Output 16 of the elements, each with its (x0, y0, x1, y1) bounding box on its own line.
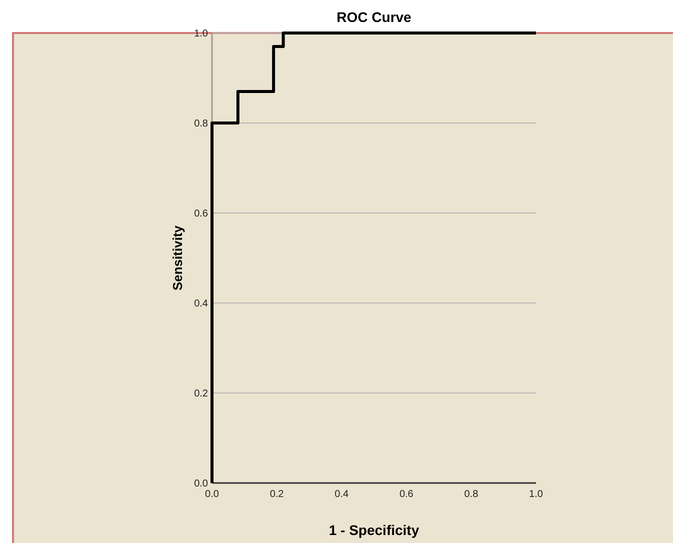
x-tick-label: 0.4 (334, 489, 349, 500)
x-tick-label: 0.8 (464, 489, 479, 500)
x-axis-title: 1 - Specificity (328, 522, 420, 538)
x-tick-label: 0.6 (399, 489, 414, 500)
x-tick-label: 1.0 (529, 489, 544, 500)
y-tick-label: 0.0 (194, 478, 208, 490)
chart-title: ROC Curve (336, 9, 412, 25)
y-tick-label: 0.4 (194, 298, 208, 310)
y-axis-title: Sensitivity (170, 224, 185, 291)
line-series (210, 32, 538, 484)
y-tick-label: 0.6 (194, 208, 208, 220)
x-tick-label: 0.0 (205, 489, 220, 500)
x-tick-label: 0.2 (270, 489, 284, 500)
y-tick-label: 0.2 (194, 388, 208, 400)
y-tick-label: 0.8 (194, 118, 208, 130)
y-tick-label: 1.0 (194, 28, 208, 40)
